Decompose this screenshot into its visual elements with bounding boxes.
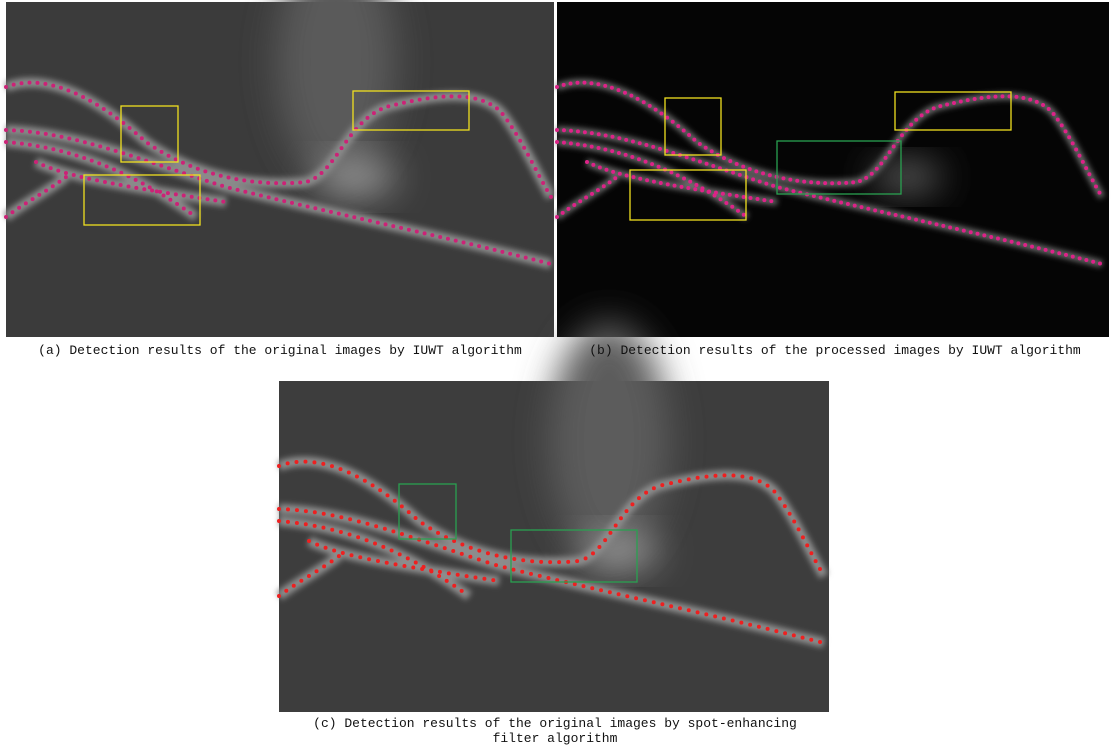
image-c [279,321,829,712]
caption-a: (a) Detection results of the original im… [38,343,522,358]
caption-b: (b) Detection results of the processed i… [589,343,1081,358]
image-b [557,2,1109,337]
image-a [6,0,554,337]
caption-c: (c) Detection results of the original im… [313,716,797,746]
